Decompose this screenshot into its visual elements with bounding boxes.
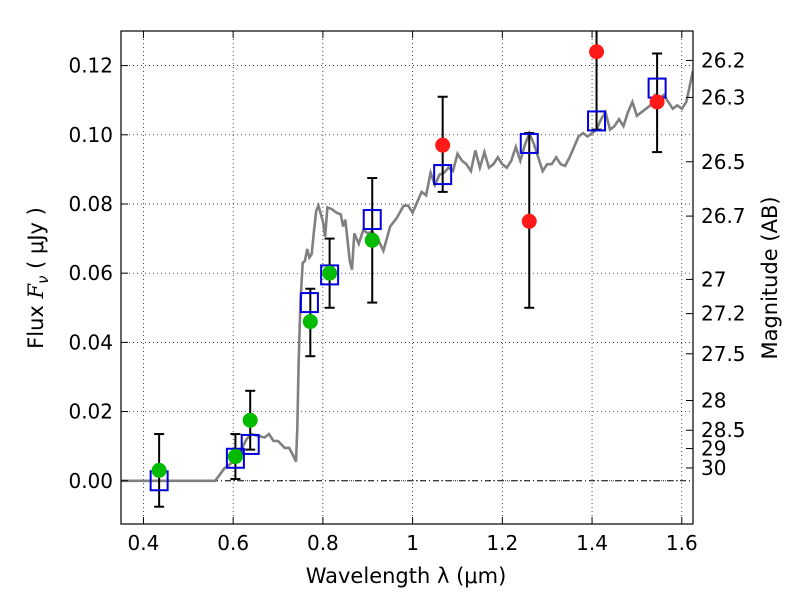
magnitude-tick-label: 30 [701,456,726,480]
green-flux-point [364,232,380,248]
model-spectrum-line [121,70,693,483]
red-flux-point [649,94,665,110]
model-flux-box [587,110,607,132]
x-tick-label: 1.2 [486,531,518,555]
magnitude-tick-label: 26.7 [701,204,746,228]
axis-ticks: 0.4 0.6 0.8 1 1.2 1.4 1.6 0.00 0.02 0.04 0.06 0.08 0… [68,31,746,555]
green-flux-point [227,449,243,465]
flux-symbol: F [24,283,48,300]
x-axis-label: Wavelength λ (μm) [306,564,507,588]
red-flux-point [589,44,605,60]
green-flux-point [302,314,318,330]
magnitude-tick-label: 26.5 [701,150,746,174]
magnitude-tick-label: 27 [701,267,726,291]
magnitude-tick-label: 29 [701,437,726,461]
magnitude-tick-label: 26.3 [701,85,746,109]
y-tick-label: 0.00 [68,469,113,493]
red-flux-point [435,137,451,153]
x-tick-label: 1.6 [666,531,698,555]
x-tick-label: 0.4 [128,531,160,555]
plot-frame [120,30,694,525]
x-tick-label: 1 [406,531,419,555]
y-tick-label: 0.06 [68,261,113,285]
model-flux-box [519,132,539,154]
model-flux-box [433,164,453,186]
right-axis-label: Magnitude (AB) [758,196,782,359]
y-tick-label: 0.04 [68,330,113,354]
model-flux-box [299,292,319,314]
red-flux-point [521,213,537,229]
x-tick-label: 0.6 [217,531,249,555]
grid-lines [121,31,693,524]
model-flux-box [225,447,245,469]
y-axis-label: Flux Fν ( μJy ) [24,207,52,349]
green-flux-point [151,462,167,478]
model-flux-box [320,264,340,286]
y-tick-label: 0.08 [68,192,113,216]
green-flux-point [242,412,258,428]
y-tick-label: 0.12 [68,54,113,78]
model-flux-box [240,433,260,455]
x-tick-label: 1.4 [576,531,608,555]
magnitude-tick-label: 28.5 [701,418,746,442]
magnitude-tick-label: 28 [701,388,726,412]
flux-subscript: ν [34,276,52,284]
y-tick-label: 0.10 [68,123,113,147]
plot-area [121,31,693,508]
y-tick-label: 0.02 [68,400,113,424]
green-flux-point [322,265,338,281]
magnitude-tick-label: 27.5 [701,342,746,366]
model-flux-box [362,209,382,231]
magnitude-tick-label: 27.2 [701,302,746,326]
x-tick-label: 0.8 [307,531,339,555]
magnitude-tick-label: 26.2 [701,48,746,72]
